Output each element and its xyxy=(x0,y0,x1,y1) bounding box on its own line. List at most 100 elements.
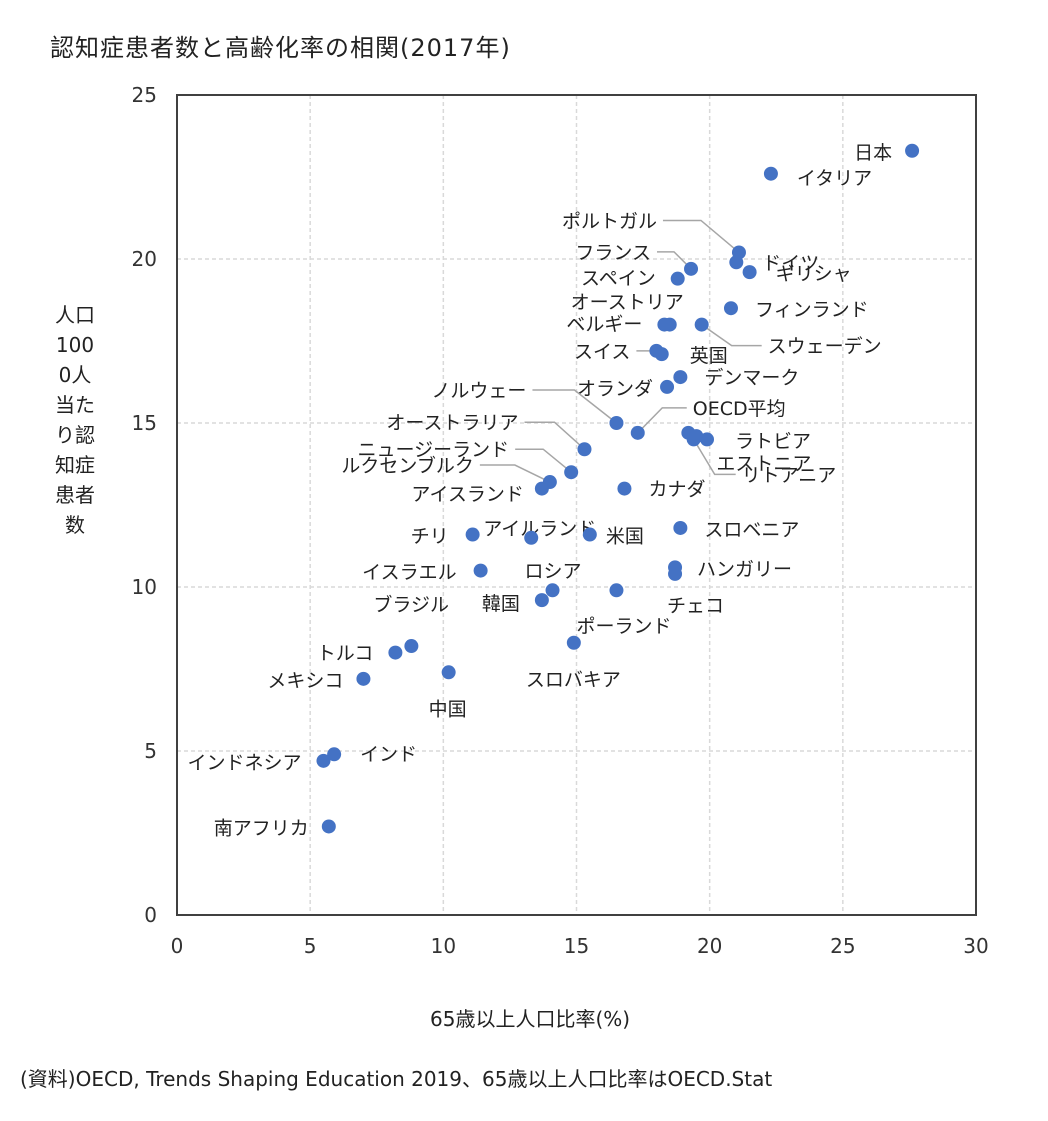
leader-line xyxy=(701,323,762,347)
data-point xyxy=(564,465,579,480)
source-note: (資料)OECD, Trends Shaping Education 2019、… xyxy=(20,1067,773,1091)
data-point xyxy=(577,442,592,457)
x-tick-label: 10 xyxy=(431,934,456,958)
point-label: ハンガリー xyxy=(697,558,792,580)
x-tick-label: 0 xyxy=(171,934,184,958)
data-point xyxy=(321,819,336,834)
point-label: 中国 xyxy=(429,698,467,720)
data-point xyxy=(566,635,581,650)
point-label: 英国 xyxy=(690,345,728,367)
data-point xyxy=(404,639,419,654)
leader-line xyxy=(532,389,617,424)
point-label: ニュージーランド xyxy=(358,439,510,461)
y-tick-label: 15 xyxy=(132,411,157,435)
data-point xyxy=(660,379,675,394)
data-point xyxy=(609,583,624,598)
point-label: スウェーデン xyxy=(768,336,882,358)
leader-line xyxy=(662,219,740,254)
point-label: オーストラリア xyxy=(386,412,518,434)
point-label: カナダ xyxy=(648,479,705,501)
data-point xyxy=(524,530,539,545)
data-point xyxy=(694,317,709,332)
point-label: ノルウェー xyxy=(431,380,526,402)
data-point xyxy=(327,747,342,762)
chart-title: 認知症患者数と高齢化率の相関(2017年) xyxy=(50,34,511,62)
data-point xyxy=(763,166,778,181)
leader-line xyxy=(524,421,585,450)
x-tick-label: 25 xyxy=(830,934,855,958)
point-label: アイスランド xyxy=(411,484,523,506)
point-label: 日本 xyxy=(854,142,892,164)
y-axis-label: 人口1000人当たり認知症患者数 xyxy=(55,303,95,537)
data-point xyxy=(670,271,685,286)
point-label: デンマーク xyxy=(704,367,799,389)
point-label: 南アフリカ xyxy=(214,817,309,839)
data-point xyxy=(700,432,715,447)
data-point xyxy=(673,520,688,535)
data-point xyxy=(654,347,669,362)
y-tick-label: 25 xyxy=(132,83,157,107)
y-tick-label: 20 xyxy=(132,247,157,271)
point-label: 米国 xyxy=(606,526,644,548)
point-label: 韓国 xyxy=(482,593,520,615)
data-point xyxy=(617,481,632,496)
point-label: スイス xyxy=(574,341,630,363)
data-point xyxy=(673,370,688,385)
leader-line xyxy=(515,448,572,473)
point-label: スロベニア xyxy=(704,519,799,541)
point-label: ルクセンブルク xyxy=(341,454,473,477)
data-point xyxy=(356,671,371,686)
point-label: オランダ xyxy=(577,378,653,400)
data-point xyxy=(630,425,645,440)
point-label: メキシコ xyxy=(267,670,343,692)
point-label: エストニア xyxy=(716,453,811,475)
leader-line xyxy=(479,464,551,483)
data-point xyxy=(905,143,920,158)
point-label: インド xyxy=(360,743,417,765)
plot-area-frame xyxy=(176,94,977,916)
point-label: ラトビア xyxy=(735,430,811,452)
point-label: アイルランド xyxy=(483,518,596,540)
point-label: ギリシャ xyxy=(776,263,852,285)
point-label: ポーランド xyxy=(576,615,671,637)
data-point xyxy=(689,429,704,444)
data-point xyxy=(609,416,624,430)
data-point xyxy=(388,645,403,660)
leader-line xyxy=(693,439,736,476)
y-tick-label: 0 xyxy=(144,903,157,927)
data-point xyxy=(316,753,331,768)
x-axis-label: 65歳以上人口比率(%) xyxy=(430,1007,631,1031)
data-point xyxy=(582,527,597,542)
data-point xyxy=(684,261,699,276)
data-point xyxy=(473,563,488,578)
point-label: ポルトガル xyxy=(562,210,657,232)
x-tick-label: 15 xyxy=(564,934,589,958)
data-point xyxy=(534,593,549,608)
x-tick-label: 30 xyxy=(963,934,988,958)
data-point xyxy=(657,317,672,332)
data-point xyxy=(729,255,744,270)
point-label: ベルギー xyxy=(566,314,642,336)
data-point xyxy=(668,566,683,581)
point-label: トルコ xyxy=(317,643,374,665)
point-label: オーストリア xyxy=(571,292,684,314)
point-label: イタリア xyxy=(797,168,872,190)
x-tick-label: 5 xyxy=(304,934,317,958)
data-point xyxy=(742,265,757,280)
point-label: スペイン xyxy=(581,268,656,290)
data-point xyxy=(723,301,738,316)
point-label: チェコ xyxy=(667,595,724,617)
data-point xyxy=(545,583,560,598)
point-label: フランス xyxy=(575,242,651,264)
point-label: リトアニア xyxy=(742,464,837,486)
point-label: ドイツ xyxy=(762,252,819,274)
data-point xyxy=(441,665,456,680)
leader-line xyxy=(637,407,687,434)
y-tick-label: 5 xyxy=(144,739,157,763)
data-point xyxy=(534,481,549,496)
point-label: イスラエル xyxy=(362,562,456,584)
point-label: ロシア xyxy=(525,560,582,582)
point-label: インドネシア xyxy=(187,752,301,774)
x-tick-label: 20 xyxy=(697,934,722,958)
